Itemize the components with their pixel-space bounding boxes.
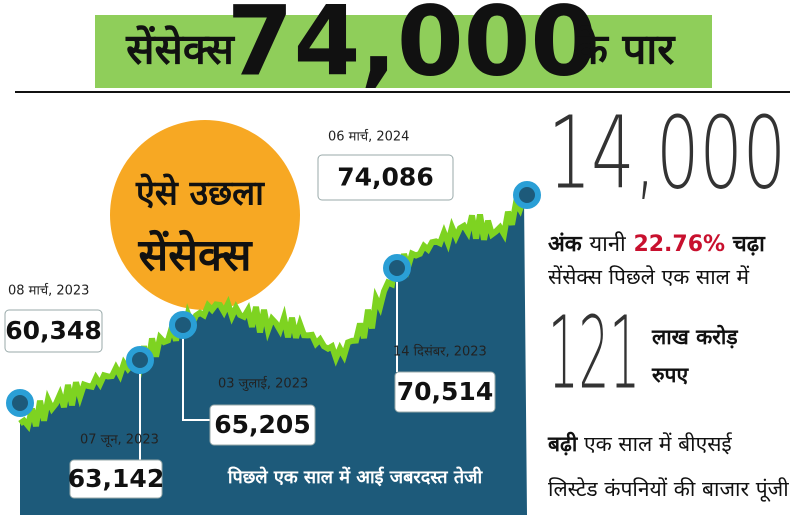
gain-line: सेंसेक्स पिछले एक साल में — [548, 265, 750, 289]
header-number: 74,000 — [227, 0, 597, 97]
value-box — [4, 309, 103, 353]
callouts: 60,348 08 मार्च, 2023 63,142 07 जून, 2023 65… — [4, 129, 541, 499]
leader-line — [182, 337, 210, 421]
value-label: 60,348 — [5, 316, 101, 345]
gain-points: 14,000 — [548, 94, 786, 211]
point-marker — [169, 311, 197, 339]
value-box — [69, 459, 163, 499]
text-run: यानी — [589, 231, 626, 257]
date-label: 06 मार्च, 2024 — [328, 129, 409, 145]
point-marker — [383, 254, 411, 282]
text-run: 22.76% — [633, 232, 725, 257]
date-label: 03 जुलाई, 2023 — [218, 376, 308, 392]
caption: पिछले एक साल में आई जबरदस्त तेजी — [227, 466, 484, 488]
badge-line: सेंसेक्स — [138, 229, 254, 281]
text-run: चढ़ा — [732, 232, 766, 257]
gain-line: अंक यानी 22.76% चढ़ा — [548, 231, 766, 257]
cap-line: बढ़ी एक साल में बीएसई — [547, 431, 733, 456]
cap-line: लिस्टेड कंपनियों की बाजार पूंजी — [548, 477, 789, 502]
text-run: अंक — [548, 232, 583, 257]
date-label: 07 जून, 2023 — [80, 433, 159, 448]
value-box — [394, 371, 496, 413]
text-run: एक साल में बीएसई — [584, 432, 733, 456]
date-label: 08 मार्च, 2023 — [8, 283, 89, 299]
cap-unit: लाख करोड़ — [651, 324, 738, 349]
value-label: 63,142 — [68, 464, 164, 493]
cap-unit: रुपए — [651, 363, 689, 387]
badge-line: ऐसे उछला — [135, 173, 265, 214]
value-label: 65,205 — [214, 410, 310, 439]
point-marker — [6, 389, 34, 417]
value-label: 70,514 — [397, 377, 493, 406]
point-marker — [513, 181, 541, 209]
badge-circle — [110, 120, 300, 310]
header-band — [95, 15, 712, 88]
date-label: 14 दिसंबर, 2023 — [393, 344, 487, 360]
header-prefix: सेंसेक्स — [125, 25, 235, 74]
value-label: 74,086 — [337, 163, 433, 192]
header-suffix: के पार — [575, 25, 677, 74]
value-box — [209, 404, 316, 446]
value-box — [317, 154, 454, 201]
text-run: बढ़ी — [547, 431, 579, 456]
point-marker — [126, 346, 154, 374]
area-line — [18, 193, 527, 433]
cap-number: 121 — [548, 294, 640, 411]
